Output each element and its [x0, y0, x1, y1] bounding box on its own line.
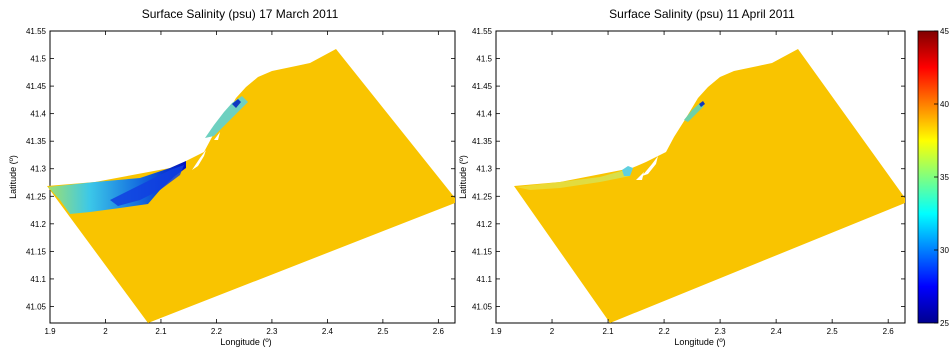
y-tick-label: 41.55	[472, 27, 493, 36]
y-tick-label: 41.4	[476, 110, 492, 119]
y-tick-label: 41.1	[30, 275, 46, 284]
x-ticks-1: 1.9 2 2.1 2.2 2.3 2.4 2.5 2.6	[44, 31, 444, 336]
x-axis-label: Longitude (º)	[674, 337, 725, 347]
x-tick-label: 2.3	[715, 327, 727, 336]
river-plume	[622, 166, 633, 176]
x-tick-label: 2.6	[433, 327, 445, 336]
x-axis: 1.9 2 2.1 2.2 2.3 2.4 2.5 2.6 Longitude (º)	[490, 31, 894, 347]
x-tick-label: 2.2	[211, 327, 223, 336]
colorbar-tick-label: 25	[940, 319, 949, 328]
x-tick-label: 2.5	[377, 327, 389, 336]
colorbar-tick-label: 30	[940, 246, 949, 255]
y-tick-label: 41.35	[472, 137, 493, 146]
y-tick-label: 41.4	[30, 110, 46, 119]
y-tick-label: 41.05	[26, 302, 47, 311]
colorbar-tick-label: 40	[940, 100, 949, 109]
y-tick-label: 41.5	[30, 55, 46, 64]
land-gap	[192, 150, 206, 170]
nearshore-plume-core	[232, 99, 241, 108]
y-tick-label: 41.25	[472, 192, 493, 201]
river-plume-core	[110, 165, 184, 206]
x-tick-label: 2.6	[883, 327, 895, 336]
y-tick-label: 41.15	[472, 247, 493, 256]
y-tick-label: 41.15	[26, 247, 47, 256]
map-panel-1: Surface Salinity (psu) 17 March 2011 41.…	[8, 7, 456, 347]
colorbar-ticks: 25 30 35 40 45	[934, 27, 949, 328]
y-tick-label: 41.3	[476, 165, 492, 174]
plot-area	[495, 30, 906, 324]
y-axis: 41.05 41.1 41.15 41.2 41.25 41.3 41.35 41.4 41.4…	[8, 27, 455, 311]
y-ticks-1: 41.05 41.1 41.15 41.2 41.25 41.3 41.35 41.4 41.4…	[26, 27, 455, 311]
x-axis-label: Longitude (º)	[220, 337, 271, 347]
y-tick-label: 41.55	[26, 27, 47, 36]
sea-salinity-field	[514, 49, 905, 323]
y-tick-label: 41.5	[476, 55, 492, 64]
map-title: Surface Salinity (psu) 11 April 2011	[609, 7, 795, 21]
land-gap	[636, 172, 644, 180]
y-axis-label: Latitude (º)	[458, 155, 468, 199]
colorbar-tick-label: 35	[940, 173, 949, 182]
nearshore-plume	[684, 103, 704, 122]
x-tick-label: 1.9	[490, 327, 502, 336]
x-tick-label: 1.9	[44, 327, 56, 336]
river-plume	[48, 161, 186, 214]
y-tick-label: 41.2	[476, 220, 492, 229]
y-axis-label: Latitude (º)	[8, 155, 18, 199]
y-tick-label: 41.3	[30, 165, 46, 174]
x-tick-label: 2.5	[827, 327, 839, 336]
nearshore-plume-core	[699, 101, 705, 107]
x-tick-label: 2.3	[266, 327, 278, 336]
y-tick-label: 41.1	[476, 275, 492, 284]
x-tick-label: 2.4	[322, 327, 334, 336]
y-tick-label: 41.45	[472, 82, 493, 91]
y-tick-label: 41.35	[26, 137, 47, 146]
x-tick-label: 2.2	[659, 327, 671, 336]
y-tick-label: 41.2	[30, 220, 46, 229]
x-tick-label: 2	[103, 327, 108, 336]
x-ticks-2: 1.9 2 2.1 2.2 2.3 2.4 2.5 2.6	[490, 31, 894, 336]
nearshore-band	[516, 168, 632, 190]
sea-salinity-field	[47, 49, 455, 323]
plot-area	[47, 30, 456, 324]
x-axis: 1.9 2 2.1 2.2 2.3 2.4 2.5 2.6 Longitude (º)	[44, 31, 444, 347]
map-title: Surface Salinity (psu) 17 March 2011	[142, 7, 339, 21]
x-tick-label: 2.1	[602, 327, 614, 336]
y-tick-label: 41.25	[26, 192, 47, 201]
colorbar: 25 30 35 40 45	[917, 27, 949, 328]
x-tick-label: 2.4	[771, 327, 783, 336]
y-tick-label: 41.45	[26, 82, 47, 91]
y-tick-label: 41.05	[472, 302, 493, 311]
y-ticks-2: 41.05 41.1 41.15 41.2 41.25 41.3 41.35 41.4 41.4…	[472, 27, 905, 311]
land-gap	[214, 132, 220, 140]
x-tick-label: 2.1	[155, 327, 167, 336]
map-panel-2: Surface Salinity (psu) 11 April 2011 41.…	[458, 7, 906, 347]
y-axis: 41.05 41.1 41.15 41.2 41.25 41.3 41.35 41.4 41.4…	[458, 27, 905, 311]
colorbar-tick-label: 45	[940, 27, 949, 36]
x-tick-label: 2	[550, 327, 555, 336]
